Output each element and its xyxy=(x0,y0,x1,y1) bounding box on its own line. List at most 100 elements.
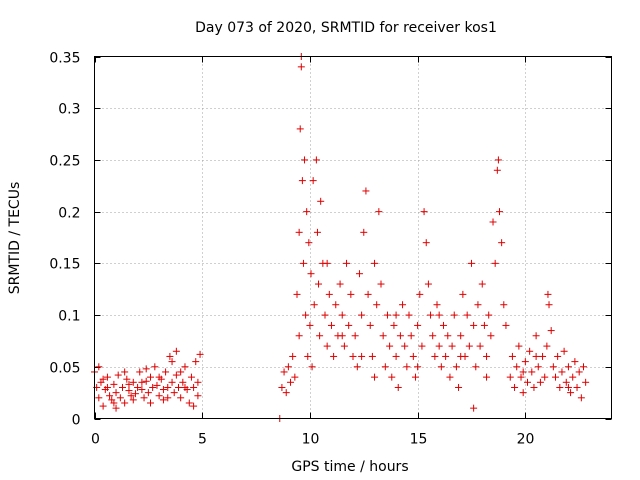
data-point xyxy=(515,342,523,350)
plot-frame xyxy=(94,56,612,419)
data-point xyxy=(379,332,387,340)
data-point xyxy=(140,394,148,402)
data-point xyxy=(291,373,299,381)
data-point xyxy=(299,259,307,267)
data-point xyxy=(125,380,133,388)
data-point xyxy=(345,321,353,329)
data-point xyxy=(190,402,198,410)
data-point xyxy=(355,270,363,278)
data-point xyxy=(392,352,400,360)
data-point xyxy=(317,197,325,205)
data-point xyxy=(414,321,422,329)
data-point xyxy=(138,378,146,386)
x-tick-label: 10 xyxy=(302,432,320,448)
y-tick-labels: 0 0.05 0.1 0.15 0.2 0.25 0.3 0.35 xyxy=(49,51,80,429)
data-point xyxy=(289,352,297,360)
data-point xyxy=(351,332,359,340)
data-point xyxy=(162,368,170,376)
data-point xyxy=(303,208,311,216)
data-point xyxy=(164,394,172,402)
data-point xyxy=(308,363,316,371)
data-point xyxy=(571,358,579,366)
data-point xyxy=(177,368,185,376)
data-point xyxy=(517,373,525,381)
data-points xyxy=(91,53,590,422)
data-point xyxy=(569,373,577,381)
data-point xyxy=(420,208,428,216)
data-point xyxy=(450,311,458,319)
data-point xyxy=(467,259,475,267)
data-point xyxy=(506,373,514,381)
data-point xyxy=(487,332,495,340)
data-point xyxy=(99,402,107,410)
data-point xyxy=(136,368,144,376)
data-point xyxy=(495,208,503,216)
data-point xyxy=(498,239,506,247)
y-tick-label: 0.2 xyxy=(58,206,80,222)
data-point xyxy=(388,373,396,381)
data-point xyxy=(116,394,124,402)
data-point xyxy=(315,280,323,288)
data-point xyxy=(278,383,286,391)
data-point xyxy=(457,352,465,360)
data-point xyxy=(534,363,542,371)
data-point xyxy=(452,363,460,371)
data-point xyxy=(567,389,575,397)
data-point xyxy=(106,392,114,400)
y-tick-label: 0.1 xyxy=(58,309,80,325)
data-point xyxy=(144,389,152,397)
data-point xyxy=(459,290,467,298)
data-point xyxy=(332,301,340,309)
x-tick-label: 0 xyxy=(91,432,100,448)
data-point xyxy=(305,239,313,247)
data-point xyxy=(166,352,174,360)
data-point xyxy=(472,363,480,371)
data-point xyxy=(435,311,443,319)
data-point xyxy=(121,368,129,376)
data-point xyxy=(562,378,570,386)
data-point xyxy=(110,399,118,407)
data-point xyxy=(526,347,534,355)
data-point xyxy=(396,332,404,340)
data-point xyxy=(536,378,544,386)
data-point xyxy=(579,363,587,371)
data-point xyxy=(301,156,309,164)
data-point xyxy=(142,377,150,385)
data-point xyxy=(493,166,501,174)
data-point xyxy=(168,378,176,386)
data-point xyxy=(155,373,163,381)
data-point xyxy=(489,218,497,226)
data-point xyxy=(521,358,529,366)
data-point xyxy=(134,383,142,391)
data-point xyxy=(582,378,590,386)
data-point xyxy=(530,383,538,391)
data-point xyxy=(287,378,295,386)
data-point xyxy=(491,259,499,267)
data-point xyxy=(340,342,348,350)
data-point xyxy=(99,375,107,383)
data-point xyxy=(129,396,137,404)
data-point xyxy=(185,399,193,407)
data-point xyxy=(343,259,351,267)
data-point xyxy=(437,363,445,371)
data-point xyxy=(112,404,120,412)
data-point xyxy=(564,383,572,391)
data-point xyxy=(323,259,331,267)
data-point xyxy=(172,371,180,379)
data-point xyxy=(457,332,465,340)
data-point xyxy=(448,342,456,350)
data-point xyxy=(439,321,447,329)
data-point xyxy=(347,290,355,298)
data-point xyxy=(353,363,361,371)
data-point xyxy=(411,373,419,381)
data-point xyxy=(414,363,422,371)
y-axis-label: SRMTID / TECUs xyxy=(7,182,23,295)
data-point xyxy=(175,383,183,391)
data-point xyxy=(284,363,292,371)
grid xyxy=(94,56,612,419)
data-point xyxy=(381,363,389,371)
data-point xyxy=(336,280,344,288)
data-point xyxy=(444,332,452,340)
data-point xyxy=(442,352,450,360)
